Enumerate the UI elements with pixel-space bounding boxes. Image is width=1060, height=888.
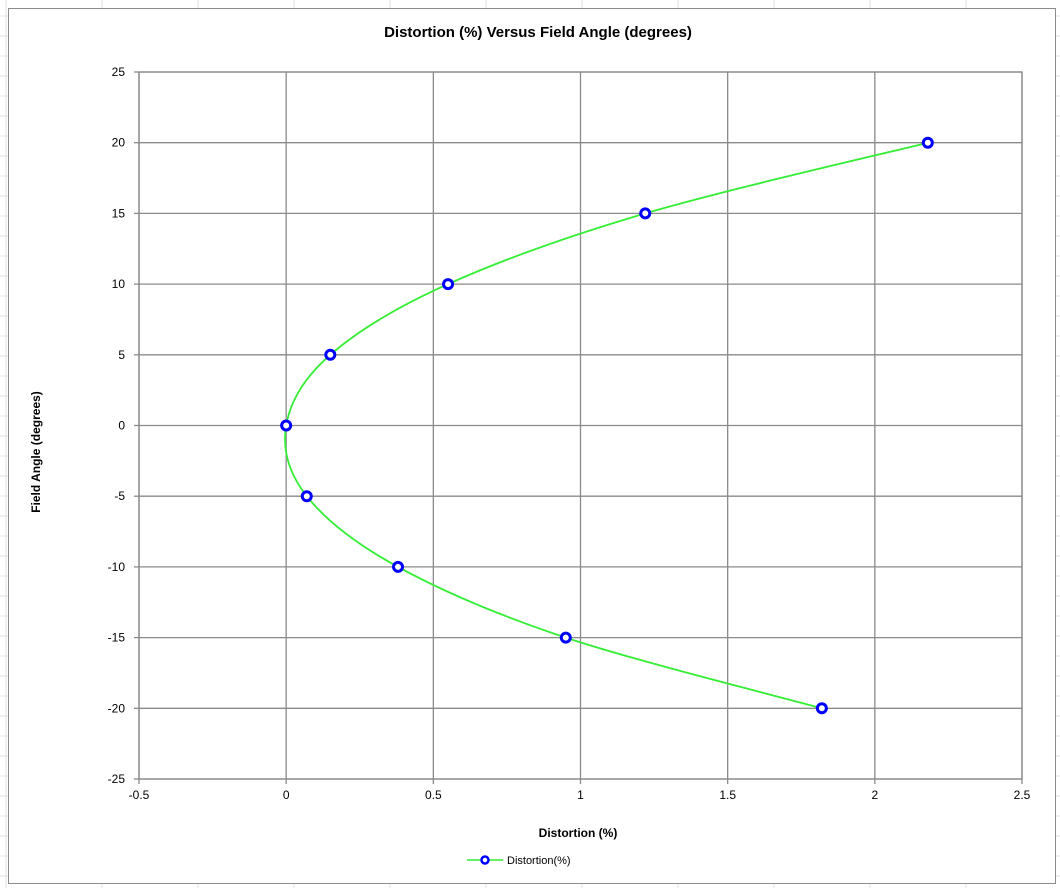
x-tick-label: 1 — [577, 788, 584, 802]
y-tick-label: 15 — [112, 206, 126, 220]
chart-canvas: Distortion (%) Versus Field Angle (degre… — [29, 24, 1031, 867]
y-tick-label: 10 — [112, 277, 126, 291]
data-point[interactable] — [921, 136, 934, 149]
legend-label: Distortion(%) — [507, 855, 571, 867]
y-tick-label: -25 — [108, 772, 126, 786]
plot-area[interactable]: -0.5 0 0.5 1 1.5 2 2.5 -25 -20 -15 -10 -5 0 5 10 15 20 25 — [108, 65, 1031, 802]
data-point[interactable] — [280, 419, 293, 432]
y-tick-label: -20 — [108, 701, 126, 715]
data-point[interactable] — [392, 560, 405, 573]
y-tick-label: 25 — [112, 65, 126, 79]
y-tick-label: -5 — [114, 489, 125, 503]
data-point[interactable] — [559, 631, 572, 644]
data-point[interactable] — [639, 207, 652, 220]
x-tick-label: 1.5 — [719, 788, 736, 802]
chart-title: Distortion (%) Versus Field Angle (degre… — [384, 24, 692, 41]
y-tick-label: -15 — [108, 631, 126, 645]
y-axis-title: Field Angle (degrees) — [29, 391, 43, 513]
x-tick-label: -0.5 — [129, 788, 150, 802]
data-point[interactable] — [815, 702, 828, 715]
legend: Distortion(%) — [467, 855, 571, 867]
data-point[interactable] — [324, 348, 337, 361]
y-tick-label: 5 — [118, 348, 125, 362]
x-tick-label: 2 — [871, 788, 878, 802]
legend-marker-swatch — [480, 855, 490, 865]
chart-area[interactable]: Distortion (%) Versus Field Angle (degre… — [8, 8, 1056, 884]
x-tick-label: 0 — [283, 788, 290, 802]
x-tick-label: 2.5 — [1014, 788, 1031, 802]
y-tick-label: -10 — [108, 560, 126, 574]
y-tick-label: 20 — [112, 136, 126, 150]
data-point[interactable] — [300, 490, 313, 503]
data-point[interactable] — [442, 278, 455, 291]
x-axis-title: Distortion (%) — [539, 826, 618, 840]
y-tick-label: 0 — [118, 419, 125, 433]
x-tick-label: 0.5 — [425, 788, 442, 802]
